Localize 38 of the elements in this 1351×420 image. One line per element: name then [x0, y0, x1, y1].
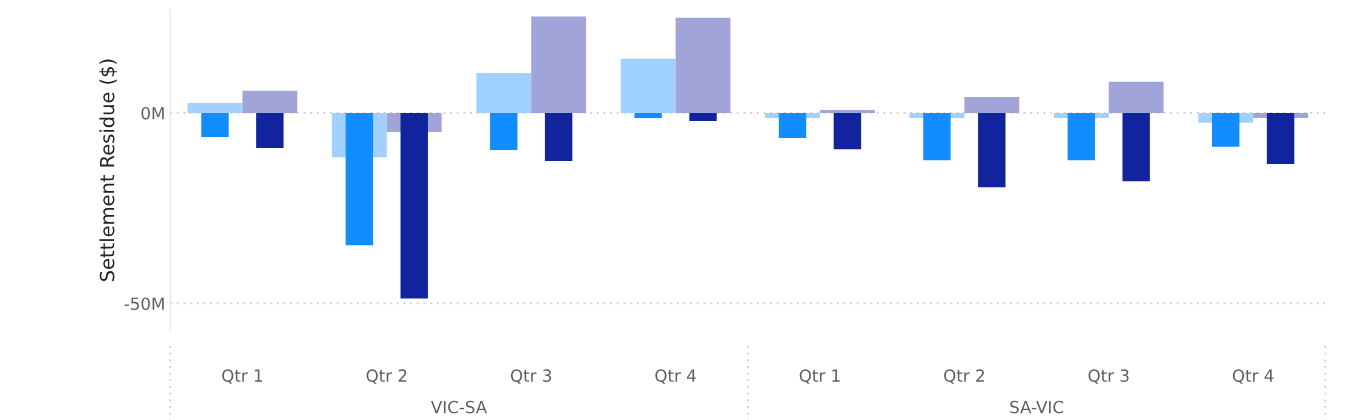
x-tick-label: Qtr 4: [1232, 369, 1274, 384]
bar: [400, 112, 428, 299]
bar: [1266, 112, 1295, 164]
x-tick-label: Qtr 3: [510, 369, 552, 384]
y-tick-label: -50M: [124, 297, 164, 311]
bar: [256, 112, 284, 148]
bar: [1067, 112, 1096, 161]
bar: [675, 17, 731, 113]
bar: [689, 112, 717, 121]
bar: [964, 96, 1020, 113]
bar: [1122, 112, 1150, 182]
bar: [833, 112, 862, 150]
x-tick-label: Qtr 3: [1088, 369, 1129, 384]
bar: [1108, 81, 1164, 113]
bar: [819, 109, 875, 113]
x-tick-label: Qtr 1: [799, 369, 840, 384]
x-tick-label: Qtr 1: [222, 369, 263, 384]
bar: [201, 112, 229, 137]
bar: [242, 90, 298, 113]
bar: [345, 112, 374, 246]
bar: [531, 16, 587, 113]
bar: [187, 103, 243, 113]
y-axis-title: Settlement Residue ($): [99, 59, 118, 282]
bar: [923, 112, 951, 161]
y-tick-label: 0M: [141, 106, 164, 120]
x-tick-label: Qtr 2: [366, 369, 407, 384]
bar: [1211, 112, 1240, 147]
bar: [544, 112, 573, 161]
text: SA-VIC: [1010, 400, 1064, 414]
x-tick-label: Qtr 4: [655, 369, 696, 384]
text: VIC-SA: [431, 400, 487, 414]
bar: [634, 112, 662, 118]
bar: [978, 112, 1006, 188]
bar: [778, 112, 807, 139]
bar: [476, 72, 532, 113]
bar: [490, 112, 518, 150]
bar: [620, 58, 676, 113]
x-tick-label: Qtr 2: [944, 369, 984, 384]
